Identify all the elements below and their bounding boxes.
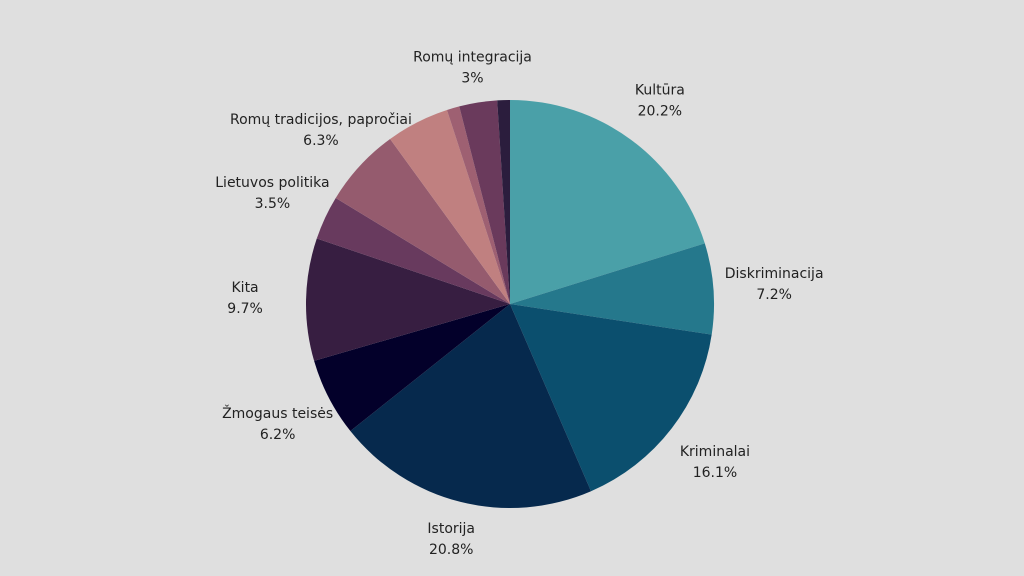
pie-slice — [510, 243, 715, 335]
slice-label: Kriminalai — [680, 444, 750, 460]
pie-slice — [510, 304, 712, 492]
slice-value-label: 16.1% — [693, 465, 737, 481]
slice-label: Kultūra — [635, 82, 685, 98]
slice-value-label: 6.2% — [260, 427, 296, 443]
pie-slice — [510, 100, 705, 304]
slice-label: Romų integracija — [413, 49, 532, 65]
pie-slice — [446, 106, 510, 305]
slice-value-label: 20.8% — [429, 542, 473, 558]
slice-value-label: 6.3% — [303, 133, 339, 149]
pie-slice — [497, 100, 510, 304]
pie-slice — [316, 197, 510, 304]
slice-label: Diskriminacija — [725, 266, 824, 282]
slice-value-label: 20.2% — [638, 103, 682, 119]
pie-slice — [390, 109, 510, 305]
slice-label: Kita — [232, 280, 259, 296]
slice-label: Romų tradicijos, papročiai — [230, 112, 412, 128]
pie-slice — [350, 304, 592, 509]
slice-value-label: 3.5% — [255, 196, 291, 212]
pie-slice — [314, 304, 510, 432]
pie-slice — [459, 100, 510, 304]
pie-slice — [335, 138, 510, 304]
slice-label: Žmogaus teisės — [222, 404, 333, 422]
slice-label: Lietuvos politika — [215, 175, 329, 191]
slice-value-label: 9.7% — [227, 301, 263, 317]
slice-value-label: 3% — [461, 70, 483, 86]
slice-value-label: 7.2% — [756, 287, 792, 303]
slice-label: Istorija — [427, 521, 475, 537]
pie-slice — [306, 238, 510, 361]
